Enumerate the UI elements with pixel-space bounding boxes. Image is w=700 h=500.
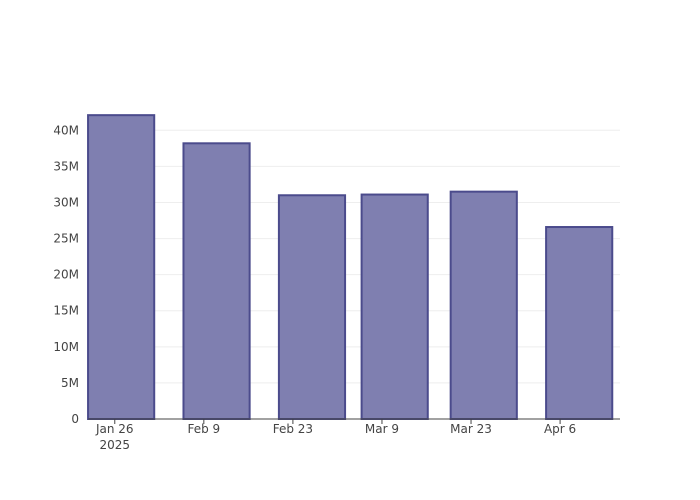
y-tick-label: 25M xyxy=(53,232,79,246)
y-tick-label: 35M xyxy=(53,159,79,173)
x-tick-label: Feb 23 xyxy=(273,422,313,436)
x-tick-label: 2025 xyxy=(99,438,130,452)
y-tick-label: 20M xyxy=(53,268,79,282)
bar xyxy=(449,190,518,420)
x-tick-label: Mar 23 xyxy=(450,422,492,436)
bar xyxy=(182,142,251,420)
y-tick-label: 15M xyxy=(53,304,79,318)
bar xyxy=(360,193,429,420)
bar xyxy=(87,114,156,421)
x-tick-label: Apr 6 xyxy=(544,422,576,436)
x-tick-label: Jan 26 xyxy=(95,422,134,436)
bar xyxy=(277,194,347,420)
y-tick-label: 30M xyxy=(53,195,79,209)
y-tick-label: 40M xyxy=(53,123,79,137)
y-tick-label: 10M xyxy=(53,340,79,354)
y-tick-label: 0 xyxy=(71,412,79,426)
x-tick-label: Mar 9 xyxy=(365,422,399,436)
bar xyxy=(545,226,614,420)
x-tick-label: Feb 9 xyxy=(187,422,220,436)
y-tick-label: 5M xyxy=(61,376,79,390)
